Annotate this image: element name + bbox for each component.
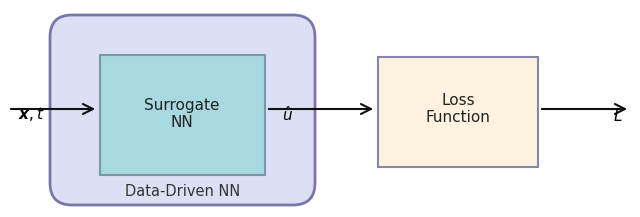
Text: Surrogate
NN: Surrogate NN: [144, 98, 220, 130]
FancyBboxPatch shape: [50, 15, 315, 205]
Text: Loss
Function: Loss Function: [426, 93, 490, 125]
Text: $\boldsymbol{x},t$: $\boldsymbol{x},t$: [18, 105, 45, 123]
Text: $\hat{u}$: $\hat{u}$: [282, 105, 293, 124]
Text: $L$: $L$: [613, 108, 623, 124]
Bar: [100, 55, 265, 175]
Bar: [378, 57, 538, 167]
Text: Data-Driven NN: Data-Driven NN: [125, 184, 241, 199]
